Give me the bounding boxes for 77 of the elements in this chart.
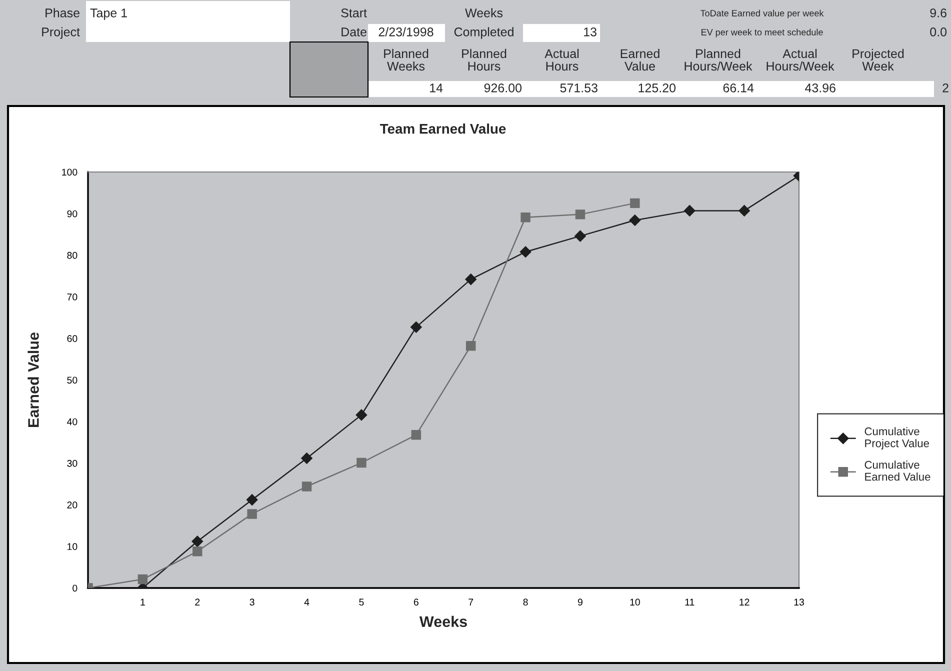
point [192,546,202,556]
point [575,210,586,220]
x-tick-label: 8 [523,598,528,606]
text: Planned Hours [462,48,506,71]
text: 2/23/1998 [378,27,434,36]
text: Actual Hours [544,48,579,71]
point [410,322,422,333]
point [738,205,750,216]
point [192,536,203,548]
x-tick-label: 6 [414,598,418,606]
legend-label: Cumulative Earned Value [864,460,930,481]
point [138,574,148,584]
text: Tape 1 [90,8,127,20]
y-tick-label: 50 [67,376,78,384]
text: Earned Value [620,48,660,71]
y-tick-label: 0 [72,584,78,592]
text: Planned Hours/Week [684,48,752,71]
y-axis-title: Earned Value [28,332,39,427]
x-tick-label: 7 [468,598,474,606]
point [356,409,368,421]
point [629,214,641,226]
point [302,482,312,492]
y-tick-label: 70 [67,294,78,300]
y-tick-label: 90 [67,210,78,218]
point [465,274,476,285]
text: Actual Hours/Week [766,48,834,71]
text: Projected Week [852,48,904,71]
y-tick-label: 40 [66,418,78,426]
x-tick-label: 5 [359,598,364,606]
x-tick-label: 1 [140,598,145,606]
text: Phase [46,8,80,18]
text: 43.96 [805,84,836,92]
text: Completed [454,27,514,39]
x-tick-label: 4 [304,598,310,606]
x-tick-label: 11 [685,598,694,606]
text: 66.14 [723,84,754,92]
x-tick-label: 2 [195,598,200,606]
text: 9.6 [930,8,946,18]
point [411,430,422,440]
x-tick-label: 3 [250,598,254,606]
point [520,246,532,258]
point [301,452,312,464]
text: Project [42,27,80,39]
point [520,212,530,222]
y-tick-label: 80 [67,252,78,259]
text: Start [341,8,367,18]
point [466,341,476,351]
text: 125.20 [638,84,676,92]
x-tick-label: 12 [740,598,750,606]
y-tick-label: 20 [67,502,78,508]
point [630,198,640,208]
text: Weeks [465,8,503,18]
y-tick-label: 60 [67,335,78,342]
point [356,458,366,468]
text: 14 [430,84,443,92]
text: EV per week to meet schedule [702,28,823,38]
point [574,230,586,242]
text: 13 [584,28,596,36]
text: 0.0 [930,28,947,36]
text: 571.53 [560,84,598,92]
text: 926.00 [484,84,522,92]
point [684,205,696,216]
x-tick-label: 13 [794,598,804,606]
y-tick-label: 100 [62,168,78,176]
text: 2 [942,84,948,92]
x-tick-label: 9 [578,598,582,606]
y-tick-label: 10 [68,543,78,550]
y-tick-label: 30 [67,460,78,467]
point [246,494,258,506]
text: Date [342,28,366,36]
x-tick-label: 10 [630,598,640,606]
legend-label: Cumulative Project Value [864,427,929,450]
point [247,509,257,519]
text: Planned Weeks [384,48,428,71]
text: ToDate Earned value per week [700,10,824,18]
chart-title: Team Earned Value [380,124,506,134]
x-axis-title: Weeks [419,616,467,628]
